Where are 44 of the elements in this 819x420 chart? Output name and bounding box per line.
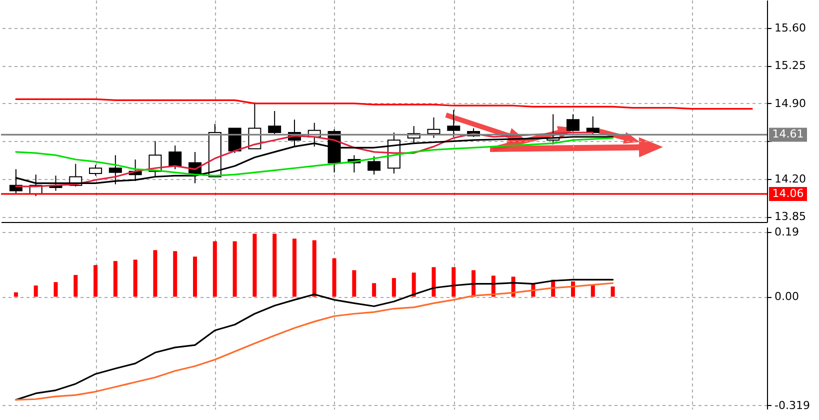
- line-series: [15, 98, 753, 110]
- bar: [54, 282, 58, 297]
- candlestick: [89, 164, 102, 176]
- bar: [232, 241, 237, 297]
- bar: [392, 278, 396, 297]
- y-tick-label: -0.319: [774, 398, 810, 412]
- bar: [153, 250, 158, 297]
- bar: [272, 234, 277, 297]
- bar: [113, 261, 118, 297]
- bar: [173, 251, 178, 297]
- candlestick: [427, 116, 440, 138]
- bar: [34, 286, 38, 297]
- y-tick-label: 15.25: [774, 59, 806, 72]
- bar: [252, 234, 257, 297]
- bar: [610, 286, 615, 297]
- bar: [133, 260, 138, 297]
- candlestick: [368, 156, 381, 176]
- bar: [74, 274, 78, 297]
- line-series: [15, 137, 614, 176]
- bar: [452, 267, 456, 297]
- ref-line-label: 14.06: [772, 186, 804, 200]
- bar: [332, 258, 336, 297]
- bar: [312, 240, 316, 297]
- y-tick-label: 15.60: [774, 22, 806, 35]
- y-tick-label: 0.00: [774, 290, 799, 304]
- candlestick: [447, 109, 460, 138]
- y-tick-label: 14.20: [774, 172, 806, 186]
- bar: [193, 256, 197, 297]
- candlestick: [566, 114, 580, 132]
- bar: [432, 267, 436, 297]
- bar: [212, 241, 217, 297]
- candlestick: [168, 144, 182, 170]
- bar: [14, 292, 18, 297]
- y-tick-label: 0.19: [774, 226, 799, 239]
- bar: [352, 270, 356, 297]
- bar: [372, 283, 376, 297]
- y-tick-label: 14.90: [774, 96, 806, 110]
- bar: [94, 265, 98, 297]
- candlestick: [586, 116, 600, 136]
- bar: [412, 272, 416, 297]
- y-tick-label: 13.85: [774, 210, 806, 224]
- ref-line-label: 14.61: [772, 128, 804, 141]
- bar: [292, 238, 296, 297]
- candlestick: [268, 110, 282, 136]
